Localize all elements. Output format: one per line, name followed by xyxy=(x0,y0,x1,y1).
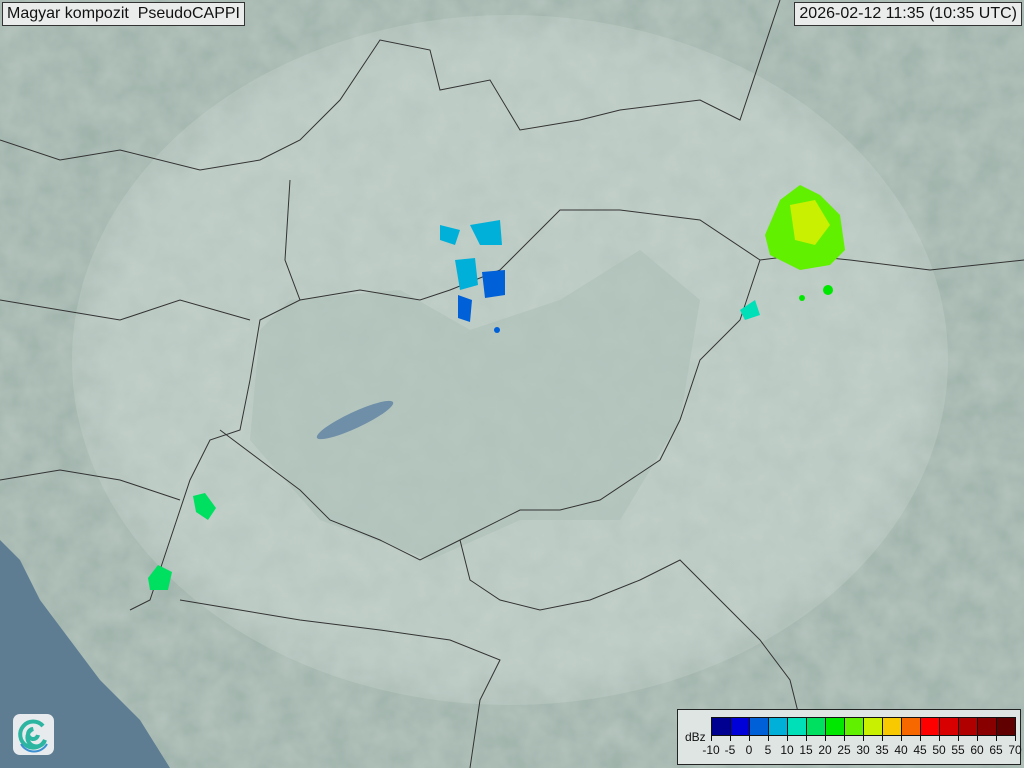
product-title: Magyar kompozit PseudoCAPPI xyxy=(2,2,245,26)
legend-tick-mark xyxy=(996,736,997,741)
legend-swatch xyxy=(864,718,883,735)
echo-northeast-spot xyxy=(799,295,805,301)
legend-tick-mark xyxy=(882,736,883,741)
legend-tick-mark xyxy=(863,736,864,741)
legend-tick-mark xyxy=(939,736,940,741)
timestamp: 2026-02-12 11:35 (10:35 UTC) xyxy=(794,2,1022,26)
adriatic-sea xyxy=(0,540,170,768)
legend-tick-mark xyxy=(806,736,807,741)
echo-budapest xyxy=(458,295,472,322)
echo-northeast-south xyxy=(740,300,760,320)
legend-tick-mark xyxy=(730,736,731,741)
legend-swatch xyxy=(883,718,902,735)
echo-northeast-spot xyxy=(823,285,833,295)
legend-tick-mark xyxy=(844,736,845,741)
echo-budapest xyxy=(455,258,478,290)
legend-swatch xyxy=(788,718,807,735)
legend-tick-label: -10 xyxy=(702,743,720,757)
legend-tick-mark xyxy=(825,736,826,741)
swirl-logo-graphic xyxy=(18,719,48,753)
legend-tick-mark xyxy=(768,736,769,741)
echo-west xyxy=(193,493,216,520)
legend-tick-mark xyxy=(749,736,750,741)
legend-tick-mark xyxy=(711,736,712,741)
legend-swatch xyxy=(731,718,750,735)
legend-tick-mark xyxy=(958,736,959,741)
echo-budapest-spot xyxy=(494,327,500,333)
legend-swatch xyxy=(845,718,864,735)
lake-balaton xyxy=(316,400,394,440)
legend-tick-mark xyxy=(1015,736,1016,741)
legend-unit: dBz xyxy=(685,730,706,744)
legend-ticks: -10 -5 0 5 10 15 20 25 30 35 40 45 50 55 60 65 70 xyxy=(702,736,1022,760)
legend-tick-label: 5 xyxy=(764,743,772,757)
legend-swatch xyxy=(959,718,978,735)
legend-swatch xyxy=(921,718,940,735)
legend-tick-label: 0 xyxy=(745,743,753,757)
legend-swatch xyxy=(826,718,845,735)
legend-swatch xyxy=(769,718,788,735)
swirl-logo-icon xyxy=(13,714,54,755)
dbz-legend: dBz -10 -5 0 5 10 15 20 25 30 35 40 45 50 55 60 65 70 xyxy=(677,709,1022,765)
legend-tick-label: 45 xyxy=(913,743,927,757)
legend-tick-label: 20 xyxy=(818,743,832,757)
pannonian-plain xyxy=(250,250,700,560)
legend-tick-mark xyxy=(901,736,902,741)
legend-tick-label: 15 xyxy=(799,743,813,757)
legend-swatch xyxy=(712,718,731,735)
legend-swatch xyxy=(750,718,769,735)
legend-tick-label: 70 xyxy=(1008,743,1022,757)
legend-tick-label: 35 xyxy=(875,743,889,757)
legend-swatch xyxy=(902,718,921,735)
legend-tick-label: 60 xyxy=(970,743,984,757)
echo-budapest-north xyxy=(470,220,502,245)
radar-echoes xyxy=(148,185,845,590)
echo-northeast-core xyxy=(790,200,830,245)
legend-tick-label: 30 xyxy=(856,743,870,757)
color-scale xyxy=(711,717,1016,736)
legend-tick-label: 40 xyxy=(894,743,908,757)
legend-tick-label: 55 xyxy=(951,743,965,757)
legend-tick-label: 65 xyxy=(989,743,1003,757)
legend-tick-mark xyxy=(977,736,978,741)
legend-tick-mark xyxy=(920,736,921,741)
legend-swatch xyxy=(978,718,997,735)
legend-swatch xyxy=(940,718,959,735)
legend-tick-label: -5 xyxy=(724,743,736,757)
legend-swatch xyxy=(807,718,826,735)
echo-budapest xyxy=(482,270,505,298)
legend-tick-mark xyxy=(787,736,788,741)
legend-tick-label: 50 xyxy=(932,743,946,757)
legend-tick-label: 25 xyxy=(837,743,851,757)
legend-tick-label: 10 xyxy=(780,743,794,757)
echo-southwest xyxy=(148,565,172,590)
legend-swatch xyxy=(997,718,1015,735)
echo-budapest-north xyxy=(440,225,460,245)
